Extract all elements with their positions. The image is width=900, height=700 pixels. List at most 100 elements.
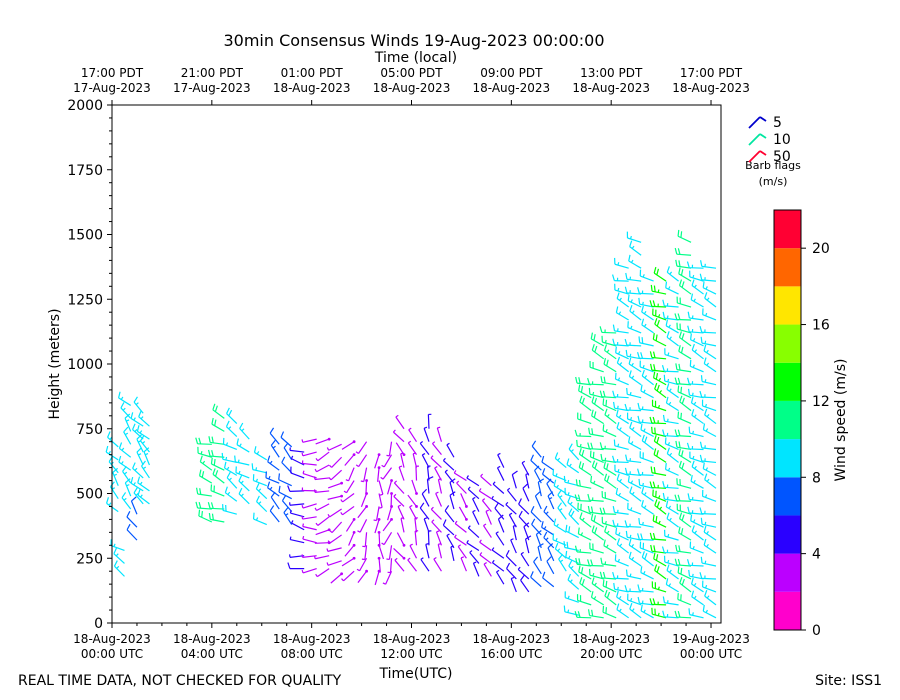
barb-half-flag bbox=[619, 608, 622, 612]
wind-barb bbox=[314, 503, 330, 512]
barb-full-flag bbox=[615, 409, 619, 417]
barb-full-flag bbox=[687, 388, 691, 396]
barb-shaft bbox=[136, 451, 144, 466]
barb-shaft bbox=[627, 300, 642, 308]
wind-barb bbox=[625, 272, 642, 282]
wind-barb bbox=[613, 439, 629, 451]
barb-full-flag bbox=[678, 331, 683, 338]
barb-shaft bbox=[302, 503, 317, 509]
barb-shaft bbox=[364, 545, 368, 560]
wind-barb bbox=[674, 247, 692, 256]
barb-full-flag bbox=[612, 455, 615, 463]
barb-half-flag bbox=[693, 479, 696, 484]
barb-shaft bbox=[411, 479, 418, 494]
barb-full-flag bbox=[574, 545, 578, 552]
wind-barb bbox=[564, 591, 579, 603]
wind-barb bbox=[649, 598, 667, 606]
barb-full-flag bbox=[662, 481, 665, 488]
barb-full-flag bbox=[703, 525, 707, 533]
wind-barb bbox=[198, 509, 213, 523]
wind-barb bbox=[664, 437, 679, 451]
wind-barb bbox=[602, 579, 617, 593]
wind-barb bbox=[381, 532, 393, 546]
barb-half-flag bbox=[301, 505, 304, 509]
barb-shaft bbox=[691, 530, 704, 541]
barb-shaft bbox=[664, 353, 679, 360]
barb-full-flag bbox=[681, 514, 685, 521]
wind-barb bbox=[531, 518, 542, 536]
wind-barb bbox=[251, 463, 267, 474]
barb-half-flag bbox=[693, 401, 697, 405]
barb-shaft bbox=[651, 538, 667, 541]
barb-full-flag bbox=[541, 468, 546, 475]
chart-title: 30min Consensus Winds 19-Aug-2023 00:00:… bbox=[223, 31, 604, 50]
barb-shaft bbox=[496, 571, 505, 585]
wind-barb bbox=[654, 564, 667, 580]
barb-shaft bbox=[691, 285, 704, 295]
barb-shaft bbox=[679, 518, 692, 528]
barb-shaft bbox=[628, 557, 642, 567]
barb-half-flag bbox=[706, 544, 709, 548]
barb-shaft bbox=[346, 480, 355, 494]
wind-barb bbox=[690, 333, 704, 347]
barb-half-flag bbox=[469, 550, 473, 553]
barb-shaft bbox=[653, 454, 667, 463]
wind-barb bbox=[664, 348, 679, 360]
barb-half-flag bbox=[669, 452, 673, 456]
legend-swatch-flag bbox=[759, 116, 767, 122]
wind-barb bbox=[701, 399, 717, 412]
barb-half-flag bbox=[593, 596, 597, 600]
wind-barb bbox=[703, 525, 717, 541]
barb-full-flag bbox=[699, 260, 703, 267]
barb-shaft bbox=[701, 331, 717, 334]
barb-shaft bbox=[703, 468, 717, 476]
barb-full-flag bbox=[576, 439, 578, 447]
barb-shaft bbox=[253, 479, 267, 487]
barb-shaft bbox=[530, 460, 542, 471]
barb-shaft bbox=[327, 560, 342, 566]
barb-shaft bbox=[442, 460, 455, 471]
x-tick-label-time: 00:00 UTC bbox=[680, 647, 742, 661]
barb-full-flag bbox=[591, 344, 595, 351]
wind-barb bbox=[395, 442, 406, 457]
barb-full-flag bbox=[656, 319, 660, 327]
barb-full-flag bbox=[113, 547, 118, 555]
barb-full-flag bbox=[214, 470, 219, 477]
barb-half-flag bbox=[472, 509, 476, 513]
barb-full-flag bbox=[612, 390, 615, 397]
wind-barb bbox=[348, 530, 356, 546]
barb-shaft bbox=[472, 498, 480, 512]
barb-half-flag bbox=[706, 531, 709, 535]
wind-barb bbox=[239, 422, 250, 440]
wind-barb bbox=[663, 555, 679, 567]
barb-half-flag bbox=[228, 477, 232, 481]
wind-barb bbox=[591, 396, 605, 412]
barb-shaft bbox=[701, 265, 717, 269]
barb-shaft bbox=[626, 473, 642, 476]
barb-full-flag bbox=[535, 491, 541, 497]
barb-full-flag bbox=[691, 525, 695, 532]
barb-half-flag bbox=[705, 609, 708, 613]
barb-half-flag bbox=[133, 417, 136, 421]
wind-barb bbox=[130, 412, 144, 427]
barb-full-flag bbox=[214, 405, 218, 412]
barb-calm-dot bbox=[402, 543, 406, 547]
wind-barb bbox=[554, 542, 567, 559]
legend-entry-label: 50 bbox=[773, 149, 791, 165]
barb-half-flag bbox=[256, 451, 260, 455]
barb-shaft bbox=[314, 477, 330, 481]
barb-full-flag bbox=[675, 363, 678, 370]
barb-shaft bbox=[491, 498, 505, 507]
wind-barb bbox=[329, 521, 343, 534]
wind-barb bbox=[265, 471, 280, 484]
barb-shaft bbox=[602, 430, 617, 438]
barb-half-flag bbox=[692, 430, 695, 434]
barb-full-flag bbox=[666, 266, 670, 273]
x-axis-label: Time(UTC) bbox=[379, 666, 453, 682]
barb-shaft bbox=[110, 545, 125, 552]
top-tick-label-date: 18-Aug-2023 bbox=[473, 81, 551, 95]
barb-half-flag bbox=[437, 426, 441, 429]
barb-half-flag bbox=[694, 284, 697, 288]
barb-full-flag bbox=[700, 375, 703, 382]
barb-full-flag bbox=[599, 507, 603, 514]
